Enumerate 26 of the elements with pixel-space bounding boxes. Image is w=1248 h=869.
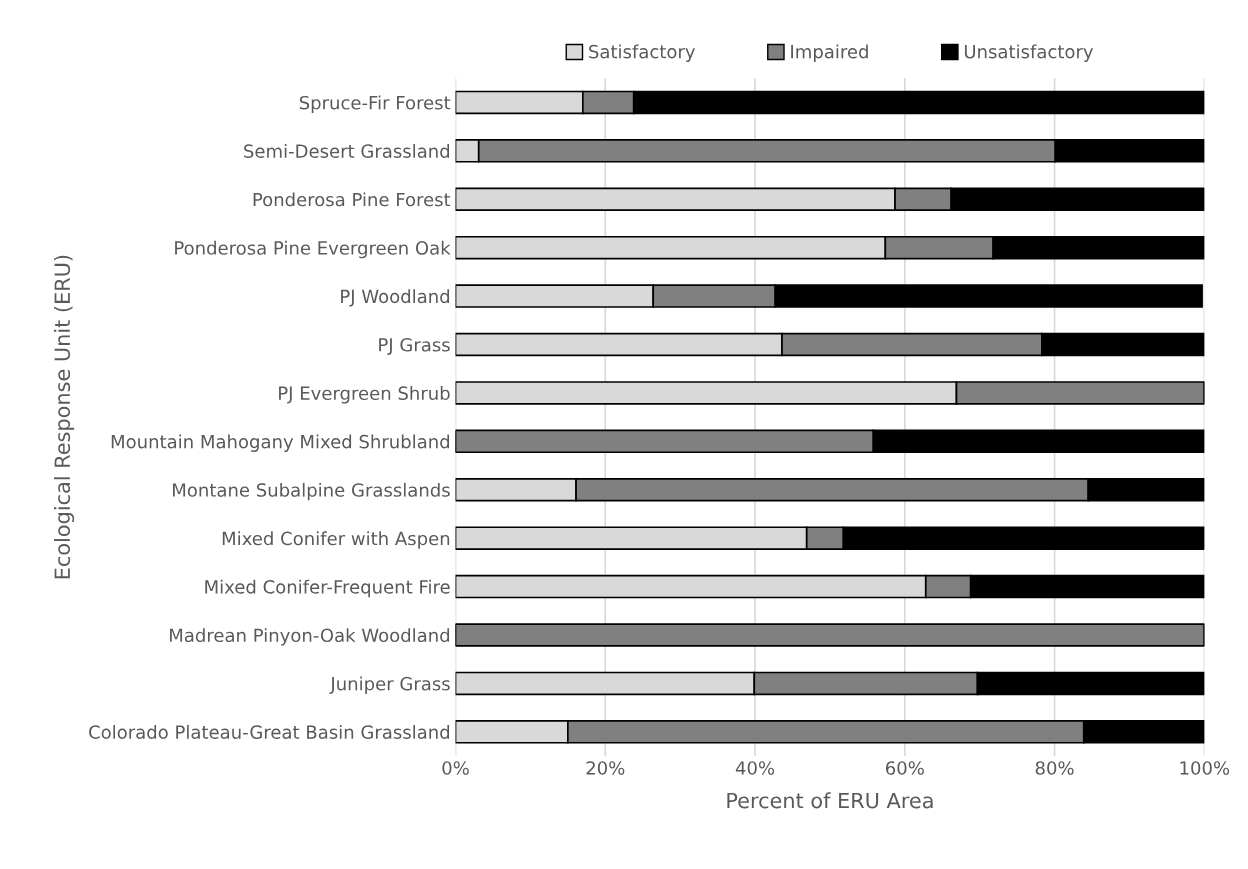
y-tick-label: Spruce-Fir Forest (299, 95, 451, 114)
y-tick-label: Mixed Conifer with Aspen (222, 531, 450, 549)
x-tick-label: 60% (886, 761, 924, 775)
y-tick-label: PJ Woodland (341, 289, 450, 307)
legend-label: Satisfactory (589, 44, 695, 62)
y-axis-title: Ecological Response Unit (ERU) (53, 255, 75, 579)
y-tick-label: PJ Grass (379, 337, 450, 355)
y-tick-label: Montane Subalpine Grasslands (173, 482, 450, 501)
y-tick-label: Mountain Mahogany Mixed Shrubland (111, 434, 450, 452)
y-tick-label: Mixed Conifer-Frequent Fire (205, 579, 450, 598)
bar (455, 623, 1205, 647)
legend-label: Impaired (791, 44, 868, 62)
y-tick-label: PJ Evergreen Shrub (279, 386, 450, 404)
y-tick-label: Semi-Desert Grassland (244, 143, 450, 158)
x-tick-label: 80% (1035, 761, 1074, 775)
y-tick-label: Ponderosa Pine Forest (253, 192, 451, 207)
x-axis-title: Percent of ERU Area (727, 792, 933, 809)
y-tick-label: Juniper Grass (329, 676, 450, 695)
legend-label: Unsatisfactory (964, 44, 1094, 62)
x-tick-label: 0% (442, 761, 469, 775)
x-tick-label: 20% (586, 761, 625, 775)
y-tick-label: Madrean Pinyon-Oak Woodland (170, 628, 450, 646)
y-tick-label: Colorado Plateau-Great Basin Grassland (89, 724, 450, 739)
y-tick-label: Ponderosa Pine Evergreen Oak (175, 240, 451, 259)
x-tick-label: 100% (1180, 761, 1230, 775)
x-tick-label: 40% (735, 761, 775, 775)
